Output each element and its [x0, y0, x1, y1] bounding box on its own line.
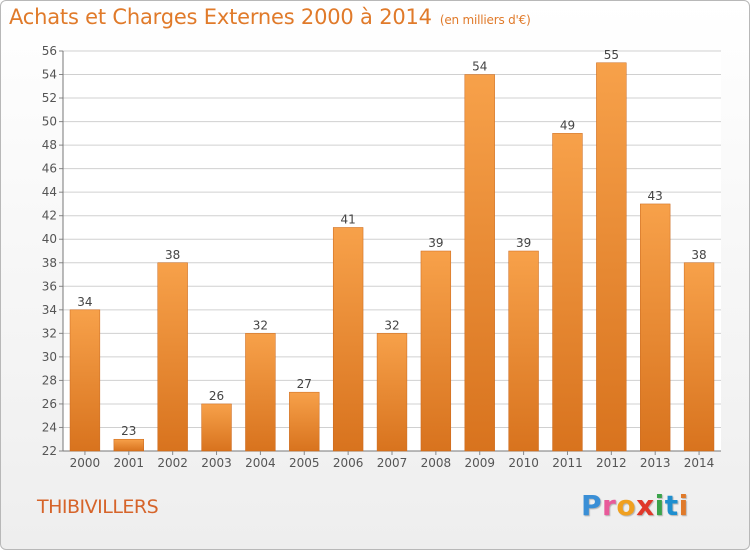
x-tick-label: 2011 — [552, 456, 583, 470]
proxiti-logo: Proxiti — [581, 489, 689, 522]
y-tick-label: 44 — [42, 185, 57, 199]
y-tick-label: 54 — [42, 68, 57, 82]
bar — [289, 391, 320, 452]
y-tick-label: 36 — [42, 279, 57, 293]
bar-value-label: 26 — [209, 389, 224, 403]
bar-value-label: 39 — [428, 236, 443, 250]
bar-value-label: 49 — [560, 118, 575, 132]
y-tick-label: 50 — [42, 115, 57, 129]
x-tick-label: 2008 — [421, 456, 452, 470]
x-tick-label: 2001 — [114, 456, 145, 470]
y-tick-label: 46 — [42, 162, 57, 176]
y-tick-label: 38 — [42, 256, 57, 270]
bar — [552, 133, 583, 452]
bar-value-label: 41 — [340, 212, 355, 226]
y-tick-label: 30 — [42, 350, 57, 364]
logo-letter: P — [581, 489, 603, 522]
bar-value-label: 23 — [121, 424, 136, 438]
y-tick-label: 32 — [42, 326, 57, 340]
bar-value-label: 55 — [604, 48, 619, 62]
bar — [201, 403, 232, 452]
chart-title-text: Achats et Charges Externes 2000 à 2014 — [9, 5, 432, 29]
logo-letter: r — [602, 489, 617, 522]
bar-value-label: 32 — [384, 318, 399, 332]
y-tick-label: 24 — [42, 420, 57, 434]
chart-unit: (en milliers d'€) — [439, 13, 531, 27]
bar — [464, 74, 495, 452]
logo-letter: t — [664, 489, 679, 522]
x-tick-label: 2009 — [464, 456, 495, 470]
bar — [596, 62, 627, 452]
bar-value-label: 54 — [472, 60, 487, 74]
x-tick-label: 2002 — [157, 456, 188, 470]
bar — [376, 333, 408, 452]
bar — [640, 203, 671, 452]
bar — [332, 227, 364, 452]
bar-value-label: 34 — [77, 295, 92, 309]
bar — [113, 438, 144, 452]
bar — [245, 333, 276, 452]
commune-name: THIBIVILLERS — [37, 496, 159, 518]
y-tick-label: 42 — [42, 209, 57, 223]
y-tick-label: 48 — [42, 138, 57, 152]
logo-letter: o — [616, 489, 637, 522]
x-tick-label: 2004 — [245, 456, 276, 470]
bar — [508, 250, 539, 452]
x-tick-label: 2012 — [596, 456, 627, 470]
x-tick-label: 2005 — [289, 456, 320, 470]
bar-value-label: 32 — [253, 318, 268, 332]
y-tick-label: 26 — [42, 397, 57, 411]
x-tick-label: 2006 — [333, 456, 364, 470]
chart-title: Achats et Charges Externes 2000 à 2014 (e… — [9, 5, 531, 29]
x-tick-label: 2014 — [684, 456, 715, 470]
bar-value-label: 38 — [691, 248, 706, 262]
x-tick-label: 2007 — [377, 456, 408, 470]
logo-letter: i — [654, 489, 665, 522]
y-tick-label: 34 — [42, 303, 57, 317]
x-tick-label: 2013 — [640, 456, 671, 470]
bar — [69, 309, 101, 452]
bar — [157, 262, 188, 452]
y-tick-label: 22 — [42, 444, 57, 458]
bar-value-label: 27 — [297, 377, 312, 391]
x-tick-label: 2000 — [70, 456, 101, 470]
logo-letter: i — [678, 489, 689, 522]
x-tick-label: 2010 — [508, 456, 539, 470]
y-tick-label: 56 — [42, 44, 57, 58]
bar-value-label: 38 — [165, 248, 180, 262]
logo-letter: x — [636, 489, 655, 522]
y-tick-label: 28 — [42, 373, 57, 387]
x-tick-label: 2003 — [201, 456, 232, 470]
bar-value-label: 39 — [516, 236, 531, 250]
bar-value-label: 43 — [648, 189, 663, 203]
y-tick-label: 40 — [42, 232, 57, 246]
bar — [683, 262, 715, 452]
bar — [420, 250, 452, 452]
y-tick-label: 52 — [42, 91, 57, 105]
